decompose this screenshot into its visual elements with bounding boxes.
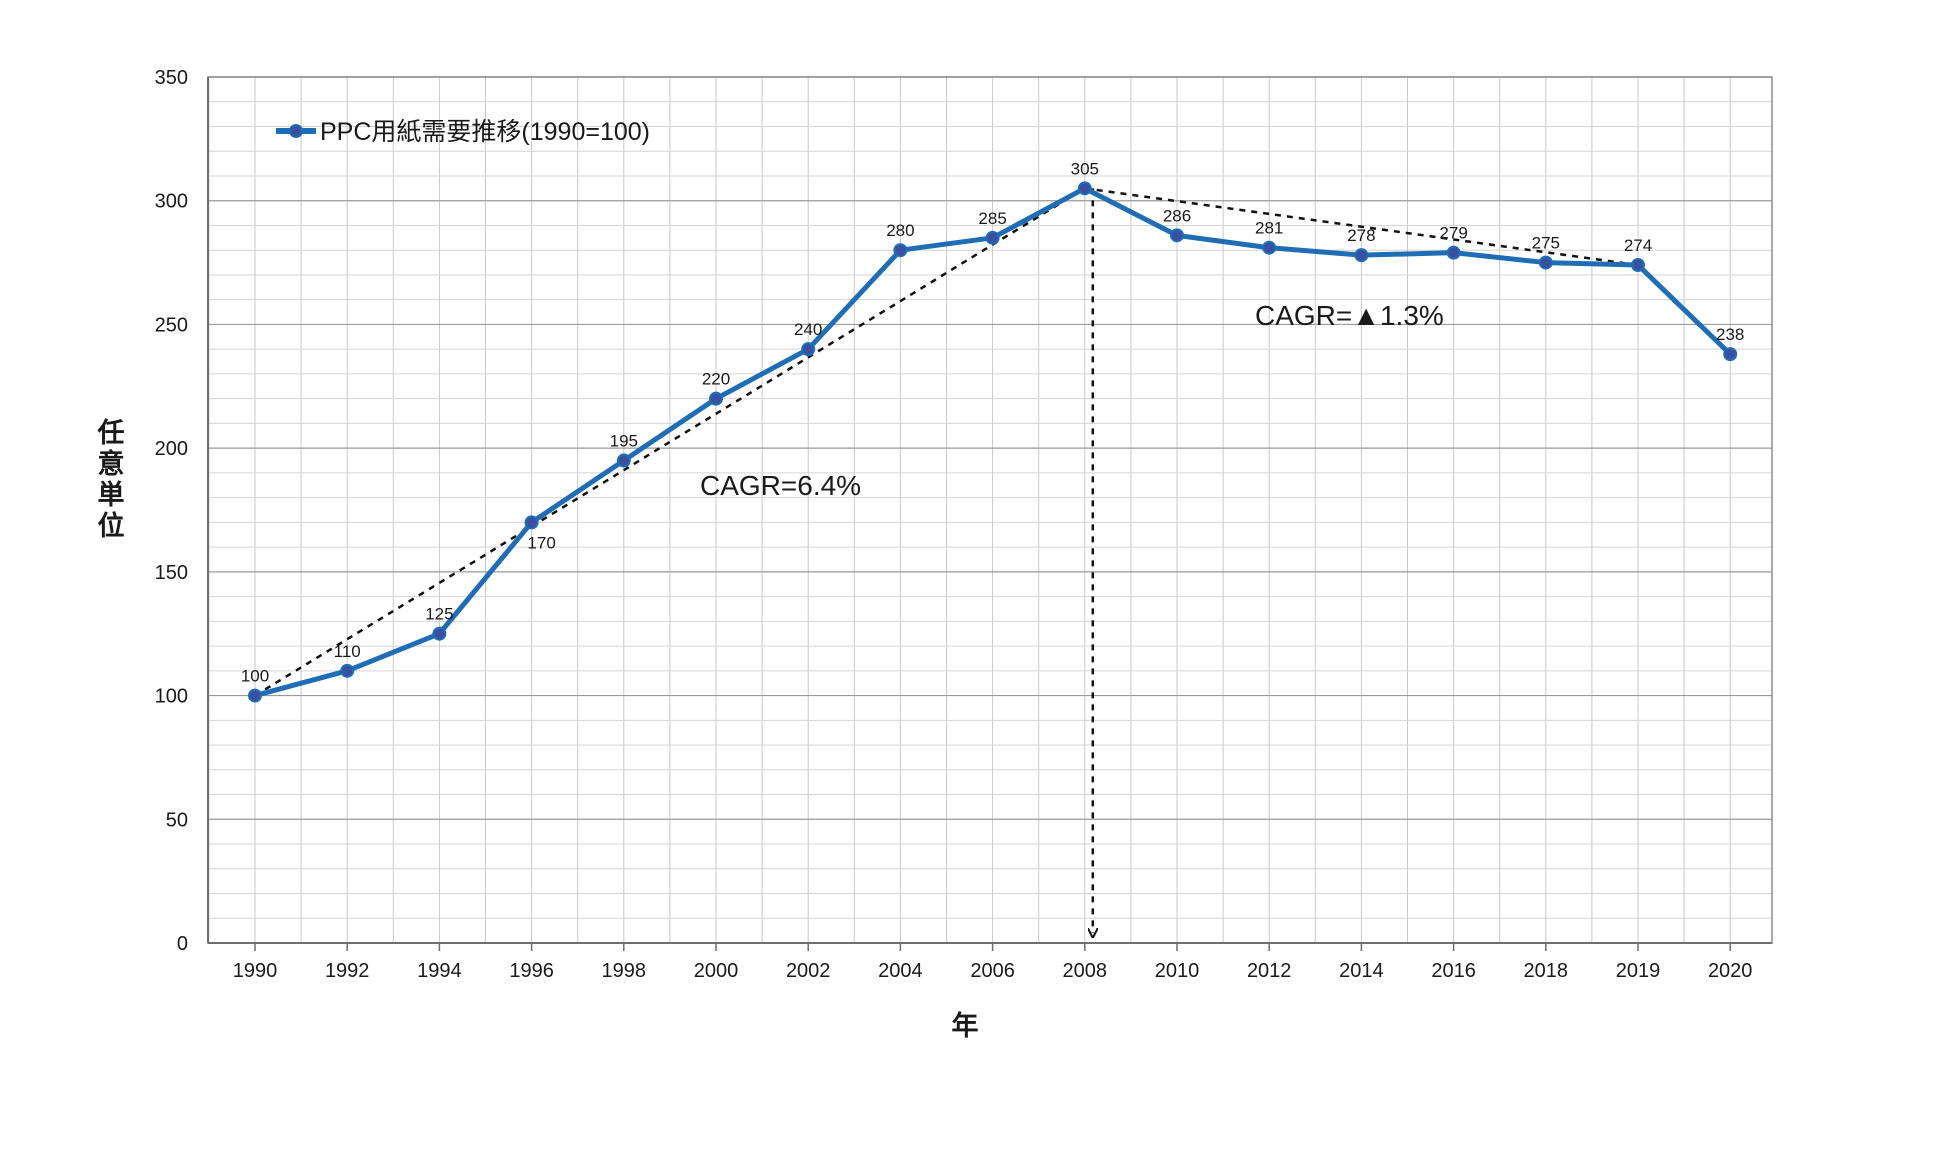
data-label: 281	[1255, 219, 1283, 238]
data-point	[248, 688, 262, 703]
data-point	[1170, 228, 1184, 243]
x-tick-label: 2014	[1339, 960, 1384, 982]
data-point	[616, 453, 631, 468]
series-layer	[248, 181, 1738, 703]
data-label: 285	[978, 209, 1006, 228]
data-label: 275	[1532, 234, 1560, 253]
data-point	[1262, 240, 1277, 255]
x-tick-label: 2019	[1616, 960, 1661, 982]
data-label: 110	[334, 642, 361, 661]
x-tick-label: 2018	[1524, 960, 1569, 982]
x-tick-label: 2010	[1155, 960, 1200, 982]
data-point	[985, 230, 1000, 245]
x-tick-label: 1996	[509, 960, 554, 982]
trend-lines	[254, 187, 1638, 933]
y-axis-title: 任意単位	[93, 418, 126, 542]
x-tick-label: 2020	[1708, 960, 1753, 982]
data-label: 240	[794, 320, 822, 339]
data-point	[709, 391, 723, 406]
y-tick-label: 250	[155, 314, 188, 336]
cagr-trend-line	[1084, 187, 1638, 265]
x-axis-title: 年	[952, 1010, 979, 1042]
axes: 0 50 100 150 200 250 300 350 1990 1992 1994 1996 199…	[155, 67, 1773, 982]
x-tick-label: 1990	[233, 960, 278, 982]
data-label: 195	[610, 432, 638, 451]
data-point	[1723, 347, 1738, 362]
y-tick-label: 200	[155, 438, 188, 460]
y-tick-label: 0	[177, 933, 188, 955]
legend-marker-sample	[289, 124, 303, 138]
data-point	[801, 342, 816, 357]
x-tick-label: 2016	[1431, 960, 1476, 982]
x-tick-label: 1998	[602, 960, 647, 982]
y-tick-label: 100	[155, 686, 188, 708]
x-tick-label: 2006	[970, 960, 1015, 982]
data-label: 100	[241, 667, 269, 686]
data-point	[524, 515, 539, 530]
y-tick-label: 150	[155, 562, 188, 584]
legend: PPC用紙需要推移(1990=100)	[276, 118, 650, 146]
x-tick-label: 2000	[694, 960, 739, 982]
data-point	[432, 626, 447, 641]
data-label: 125	[425, 605, 453, 624]
data-label: 170	[527, 533, 555, 552]
x-tick-label: 2004	[878, 960, 923, 982]
data-label: 220	[702, 370, 730, 389]
data-label: 286	[1163, 206, 1191, 225]
y-tick-label: 50	[166, 809, 188, 831]
data-label: 280	[886, 221, 914, 240]
y-tick-label: 350	[155, 67, 188, 89]
y-tick-label: 300	[155, 191, 188, 213]
cagr-annotation-growth: CAGR=6.4%	[700, 470, 861, 501]
cagr-annotation-decline: CAGR=▲1.3%	[1255, 300, 1444, 331]
legend-label: PPC用紙需要推移(1990=100)	[320, 118, 650, 146]
data-labels: 100 110 125 170 195 220 240 280 285 305 286 281 278 2…	[241, 159, 1745, 685]
x-tick-label: 2012	[1247, 960, 1292, 982]
data-point	[1354, 248, 1369, 263]
data-point	[1446, 245, 1461, 260]
x-tick-label: 2008	[1063, 960, 1108, 982]
data-point	[1631, 258, 1645, 273]
x-tick-label: 1992	[325, 960, 370, 982]
data-label: 274	[1624, 236, 1652, 255]
plot-area-border	[207, 76, 1773, 944]
data-point	[893, 243, 908, 258]
data-label: 278	[1347, 226, 1375, 245]
data-point	[1538, 255, 1553, 270]
x-tick-label: 2002	[786, 960, 831, 982]
data-point	[340, 663, 355, 678]
data-label: 238	[1716, 325, 1744, 344]
data-label: 279	[1439, 224, 1467, 243]
x-tick-label: 1994	[417, 960, 462, 982]
grid-lines	[208, 76, 1772, 944]
data-label: 305	[1071, 159, 1099, 178]
data-point	[1077, 181, 1092, 196]
